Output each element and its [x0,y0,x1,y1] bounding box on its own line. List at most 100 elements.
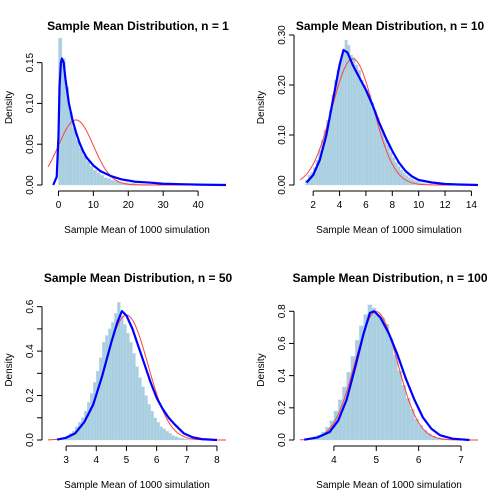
histogram-bar [389,152,393,186]
histogram-bar [355,64,359,186]
y-tick-label: 0.00 [25,175,36,195]
histogram-bar [376,314,381,441]
histogram-bar [162,428,166,441]
histogram-bar [180,438,184,441]
histogram-bar [144,395,148,441]
histogram-bar [75,139,80,186]
histogram-bar [347,44,351,186]
x-tick-label: 8 [214,455,220,466]
chart-panel-4: 4 5 6 7 0.0 0.2 0.4 0.6 0.8 Sample Mean Distribut… [256,271,488,491]
y-tick-label: 0.30 [277,25,288,45]
histogram-bar [189,439,193,441]
y-tick-label: 0.10 [25,93,36,113]
x-tick-label: 30 [158,200,170,211]
histogram-bar [110,179,115,186]
y-tick-label: 0.0 [25,433,36,447]
x-tick-label: 8 [390,200,396,211]
histogram-bar [397,370,402,441]
histogram-bar [380,317,385,441]
density-curve [305,48,479,187]
y-tick-label: 0.2 [25,388,36,402]
histogram-bar [93,382,97,441]
x-tick-label: 5 [124,455,130,466]
y-tick-label: 0.8 [277,304,288,318]
histogram-bar [401,385,407,441]
histogram-bar [373,109,377,186]
x-axis-label: Sample Mean of 1000 simulation [316,480,462,491]
y-tick-label: 0.6 [277,336,288,350]
histogram-bar [174,436,178,441]
x-tick-label: 4 [337,200,343,211]
x-tick-label: 0 [56,200,62,211]
x-tick-label: 5 [374,455,380,466]
histogram-bar [349,54,353,186]
histogram-bar [394,162,398,186]
x-tick-label: 3 [63,455,69,466]
density-curve [52,57,227,187]
x-tick-label: 12 [439,200,451,211]
y-axis-label: Density [4,353,15,386]
histogram-bar [386,144,390,186]
histogram-bar [352,57,356,186]
histogram-bar [156,422,160,441]
histogram-bar [123,324,127,441]
histogram-bar [126,333,130,441]
histogram-bar [141,386,145,441]
chart-title: Sample Mean Distribution, n = 10 [296,19,485,33]
histogram-bar [357,69,361,186]
chart-panel-3: 3 4 5 6 7 8 0.0 0.2 0.4 0.6 Sample Mean Distributi… [4,271,233,491]
histogram-bar [371,307,377,441]
x-tick-label: 4 [331,455,337,466]
histogram-bar [393,354,398,441]
histogram-bar [363,84,367,186]
x-tick-label: 2 [310,200,316,211]
histogram-bar [153,417,157,441]
chart-panel-2: 2 4 6 8 10 12 14 0.00 0.10 0.20 0.30 Sample Mean Di… [256,19,485,236]
histogram-bar [89,166,94,186]
y-axis-label: Density [4,91,15,124]
y-tick-label: 0.4 [277,368,288,382]
histogram-bar [367,304,373,441]
histogram-bar [120,315,124,441]
x-axis-label: Sample Mean of 1000 simulation [64,225,210,236]
histogram-bar [368,94,372,186]
y-axis-label: Density [256,353,267,386]
histogram-bar [405,398,411,441]
histogram-bar [365,89,369,186]
histogram-bar [360,79,364,186]
histogram-bar [107,178,111,186]
histogram-bar [147,404,151,441]
y-tick-label: 0.2 [277,400,288,414]
histogram-bar [87,402,91,441]
histogram-bar [82,155,87,186]
histogram-bar [102,342,106,441]
histogram-bar [135,366,139,441]
x-tick-label: 20 [123,200,135,211]
y-tick-label: 0.0 [277,433,288,447]
x-tick-label: 7 [458,455,464,466]
density-curve [56,310,218,442]
histogram-bar [177,437,181,441]
x-tick-label: 10 [88,200,100,211]
y-tick-label: 0.4 [25,344,36,358]
x-tick-label: 6 [416,455,422,466]
y-tick-label: 0.10 [277,125,288,145]
y-axis-label: Density [256,91,267,124]
y-tick-label: 0.15 [25,52,36,72]
density-curve [304,310,470,442]
x-axis-label: Sample Mean of 1000 simulation [316,225,462,236]
histogram-bar [86,161,91,186]
histogram-bar [186,438,190,441]
histogram-bar [171,435,175,441]
histogram-bar [79,148,84,186]
chart-title: Sample Mean Distribution, n = 100 [292,271,487,285]
y-tick-label: 0.00 [277,175,288,195]
histogram-bar [384,323,390,441]
chart-title: Sample Mean Distribution, n = 50 [44,271,233,285]
x-tick-label: 6 [154,455,160,466]
x-tick-label: 40 [193,200,205,211]
histogram-bar [96,172,101,186]
histogram-bar [138,377,142,441]
histogram-bar [129,342,133,441]
